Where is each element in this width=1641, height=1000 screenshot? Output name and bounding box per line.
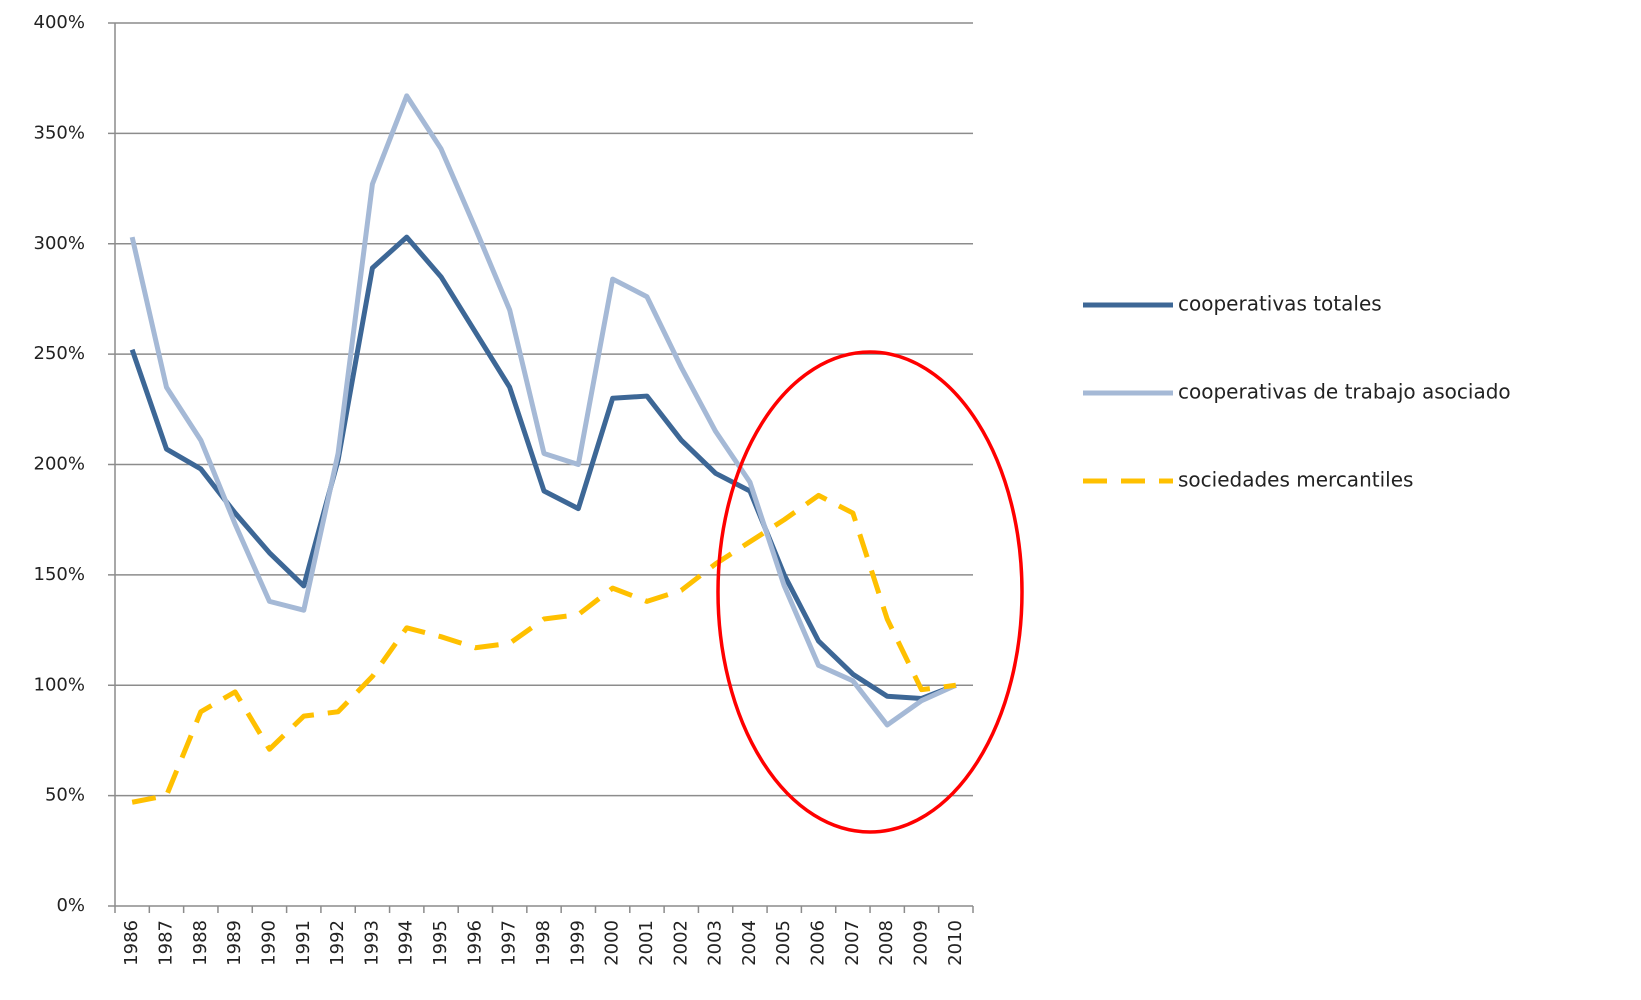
x-tick-label: 1987 (155, 920, 176, 966)
y-tick-label: 200% (34, 454, 85, 475)
legend-label: cooperativas totales (1178, 292, 1382, 316)
x-tick-label: 1999 (567, 920, 588, 966)
x-tick-label: 1998 (533, 920, 554, 966)
y-tick-label: 250% (34, 343, 85, 364)
series-line (129, 234, 957, 701)
x-tick-label: 1989 (224, 920, 245, 966)
legend-label: sociedades mercantiles (1178, 468, 1413, 492)
x-tick-label: 1997 (499, 920, 520, 966)
x-tick-label: 1993 (361, 920, 382, 966)
x-tick-label: 2004 (739, 920, 760, 966)
x-tick-label: 1996 (464, 920, 485, 966)
x-tick-label: 2001 (636, 920, 657, 966)
x-tick-label: 1990 (258, 920, 279, 966)
x-tick-label: 2003 (705, 920, 726, 966)
x-tick-label: 2008 (876, 920, 897, 966)
x-tick-label: 2005 (773, 920, 794, 966)
y-tick-label: 50% (45, 785, 85, 806)
x-tick-label: 2010 (945, 920, 966, 966)
legend-label: cooperativas de trabajo asociado (1178, 380, 1511, 404)
x-tick-label: 1988 (190, 920, 211, 966)
x-tick-label: 1994 (396, 920, 417, 966)
y-tick-label: 0% (56, 895, 85, 916)
series-line (131, 492, 957, 805)
x-tick-label: 1995 (430, 920, 451, 966)
y-tick-label: 300% (34, 233, 85, 254)
y-tick-label: 350% (34, 122, 85, 143)
y-tick-label: 100% (34, 674, 85, 695)
x-tick-label: 2000 (602, 920, 623, 966)
x-tick-label: 1992 (327, 920, 348, 966)
x-tick-label: 1986 (121, 920, 142, 966)
y-tick-label: 400% (34, 12, 85, 33)
highlight-ellipse (716, 350, 1024, 834)
x-tick-label: 2002 (670, 920, 691, 966)
series-line (129, 93, 957, 728)
x-tick-label: 2007 (842, 920, 863, 966)
plot: 0% 50% 100% 150% 200% 250% 300% 350% 400% 1986 198… (34, 12, 1511, 966)
x-tick-label: 2006 (808, 920, 829, 966)
y-tick-label: 150% (34, 564, 85, 585)
x-tick-label: 2009 (911, 920, 932, 966)
x-tick-label: 1991 (293, 920, 314, 966)
